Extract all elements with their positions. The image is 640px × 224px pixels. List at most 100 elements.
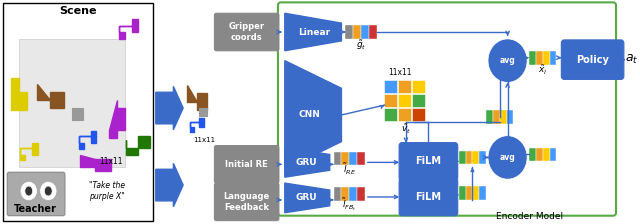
Bar <box>398 94 411 107</box>
FancyBboxPatch shape <box>214 13 279 51</box>
Ellipse shape <box>21 182 36 200</box>
Bar <box>472 151 479 164</box>
Text: 11x11: 11x11 <box>388 68 412 77</box>
Polygon shape <box>187 85 207 110</box>
Bar <box>342 151 349 165</box>
Polygon shape <box>285 61 342 169</box>
FancyBboxPatch shape <box>214 146 279 183</box>
Bar <box>543 51 550 65</box>
Bar <box>465 186 472 200</box>
FancyBboxPatch shape <box>399 143 458 180</box>
Ellipse shape <box>25 186 33 196</box>
Bar <box>507 110 513 124</box>
Text: Teacher: Teacher <box>14 204 57 214</box>
Polygon shape <box>190 118 204 132</box>
Polygon shape <box>285 148 330 177</box>
Bar <box>486 110 493 124</box>
Bar <box>333 187 342 201</box>
Bar <box>465 151 472 164</box>
Polygon shape <box>36 84 64 108</box>
Polygon shape <box>11 78 27 110</box>
Bar <box>536 51 543 65</box>
Text: 11x11: 11x11 <box>99 157 123 166</box>
Bar <box>500 110 507 124</box>
Bar <box>529 51 536 65</box>
Text: $\tilde{v}_t$: $\tilde{v}_t$ <box>401 123 411 136</box>
Text: GRU: GRU <box>296 193 317 202</box>
Bar <box>398 108 411 121</box>
Bar <box>353 25 361 39</box>
Bar <box>72 108 83 120</box>
Bar <box>479 186 486 200</box>
Polygon shape <box>118 19 138 39</box>
Bar <box>529 148 536 161</box>
Bar <box>385 94 397 107</box>
Polygon shape <box>109 100 125 138</box>
Bar <box>529 148 536 161</box>
Bar <box>398 80 411 93</box>
Ellipse shape <box>488 39 527 82</box>
FancyBboxPatch shape <box>561 40 624 80</box>
Bar <box>550 148 556 161</box>
Polygon shape <box>156 86 183 130</box>
Bar <box>412 94 424 107</box>
Text: CNN: CNN <box>298 110 320 119</box>
Polygon shape <box>285 13 342 51</box>
Bar <box>493 110 500 124</box>
Bar <box>543 148 550 161</box>
Text: Language
Feedback: Language Feedback <box>223 192 270 212</box>
Ellipse shape <box>40 182 56 200</box>
FancyBboxPatch shape <box>7 172 65 216</box>
Bar <box>357 187 365 201</box>
Text: GRU: GRU <box>296 158 317 167</box>
Bar <box>333 151 342 165</box>
Text: $\tilde{l}_{RE}$: $\tilde{l}_{RE}$ <box>342 162 356 177</box>
Text: $\tilde{l}_{FB_t}$: $\tilde{l}_{FB_t}$ <box>342 197 356 213</box>
Bar <box>349 187 357 201</box>
Ellipse shape <box>488 136 527 179</box>
Text: $\tilde{g}_t$: $\tilde{g}_t$ <box>356 38 366 52</box>
Bar <box>199 108 207 116</box>
Bar <box>412 108 424 121</box>
Text: Initial RE: Initial RE <box>225 160 268 169</box>
Polygon shape <box>156 163 183 207</box>
Polygon shape <box>79 131 96 149</box>
Text: Gripper
coords: Gripper coords <box>228 22 265 42</box>
Polygon shape <box>20 143 38 160</box>
Bar <box>369 25 376 39</box>
Text: 11x11: 11x11 <box>193 137 216 143</box>
Ellipse shape <box>44 186 52 196</box>
Polygon shape <box>127 136 150 155</box>
Bar <box>536 148 543 161</box>
Bar <box>536 148 543 161</box>
Text: Linear: Linear <box>298 28 330 37</box>
Bar <box>550 51 556 65</box>
Bar <box>550 148 556 161</box>
Text: avg: avg <box>500 56 515 65</box>
Text: Scene: Scene <box>59 6 97 16</box>
Bar <box>3 3 153 221</box>
Text: $\tilde{x}_l$: $\tilde{x}_l$ <box>538 64 547 77</box>
Bar <box>459 151 465 164</box>
Text: avg: avg <box>500 153 515 162</box>
Text: Encoder Model: Encoder Model <box>495 212 563 221</box>
Text: "Take the
purple X": "Take the purple X" <box>89 181 125 201</box>
Text: $a_t$: $a_t$ <box>625 53 638 66</box>
Bar <box>361 25 369 39</box>
Bar <box>342 187 349 201</box>
Text: FiLM: FiLM <box>415 192 442 202</box>
Text: Policy: Policy <box>576 55 609 65</box>
Bar <box>349 151 357 165</box>
Bar <box>385 108 397 121</box>
Bar <box>357 151 365 165</box>
Bar <box>385 80 397 93</box>
Bar <box>459 186 465 200</box>
Bar <box>346 25 353 39</box>
FancyBboxPatch shape <box>214 183 279 221</box>
FancyBboxPatch shape <box>399 178 458 216</box>
Polygon shape <box>285 183 330 213</box>
Bar <box>543 148 550 161</box>
Bar <box>19 39 125 167</box>
Bar <box>472 186 479 200</box>
Bar <box>479 151 486 164</box>
